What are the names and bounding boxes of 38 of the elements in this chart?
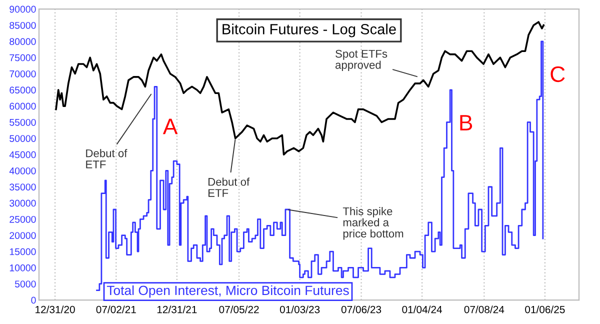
annotation: B	[460, 115, 472, 130]
y-tick-label: 15000	[10, 248, 36, 256]
x-tick-label: 07/02/21	[96, 306, 136, 314]
x-tick-label: 07/08/24	[464, 306, 504, 314]
y-tick-label: 75000	[10, 54, 36, 62]
annotation: This spike marked a price bottom	[342, 207, 404, 240]
y-tick-label: 85000	[10, 22, 36, 29]
y-tick-label: 10000	[10, 264, 36, 272]
y-tick-label: 25000	[10, 216, 36, 223]
annotation: Spot ETFs approved	[336, 50, 388, 72]
x-tick-label: 12/31/20	[36, 306, 75, 314]
y-tick-label: 40000	[9, 167, 36, 174]
y-tick-label: 70000	[10, 70, 36, 78]
y-tick-label: 30000	[10, 200, 36, 207]
x-tick-label: 01/06/25	[525, 306, 565, 314]
y-tick-label: 55000	[10, 118, 36, 126]
series-label: Total Open Interest, Micro Bitcoin Futures	[106, 285, 349, 298]
y-tick-label: 45000	[9, 151, 36, 158]
x-tick-label: 01/03/23	[280, 306, 320, 314]
x-tick-label: 07/05/22	[219, 306, 259, 314]
annotation: Debut of ETF	[208, 178, 250, 197]
y-tick-label: 5000	[14, 280, 36, 288]
annotation: Debut of ETF	[86, 149, 128, 168]
annotation: A	[162, 118, 178, 134]
y-tick-label: 20000	[10, 232, 36, 239]
y-tick-label: 60000	[10, 102, 36, 110]
annotation: C	[550, 66, 565, 82]
x-tick-label: 07/06/23	[341, 306, 382, 314]
y-tick-label: 80000	[10, 38, 36, 46]
y-tick-label: 35000	[10, 184, 36, 190]
y-tick-label: 50000	[10, 135, 36, 142]
x-tick-label: 12/31/21	[157, 306, 197, 314]
y-tick-label: 65000	[10, 86, 36, 94]
text: Bitcoin Futures - Log Scale	[222, 24, 396, 38]
x-tick-label: 01/04/24	[402, 306, 442, 314]
y-tick-label: 0	[31, 296, 36, 304]
line-series	[55, 21, 545, 156]
y-tick-label: 90000	[10, 6, 36, 13]
